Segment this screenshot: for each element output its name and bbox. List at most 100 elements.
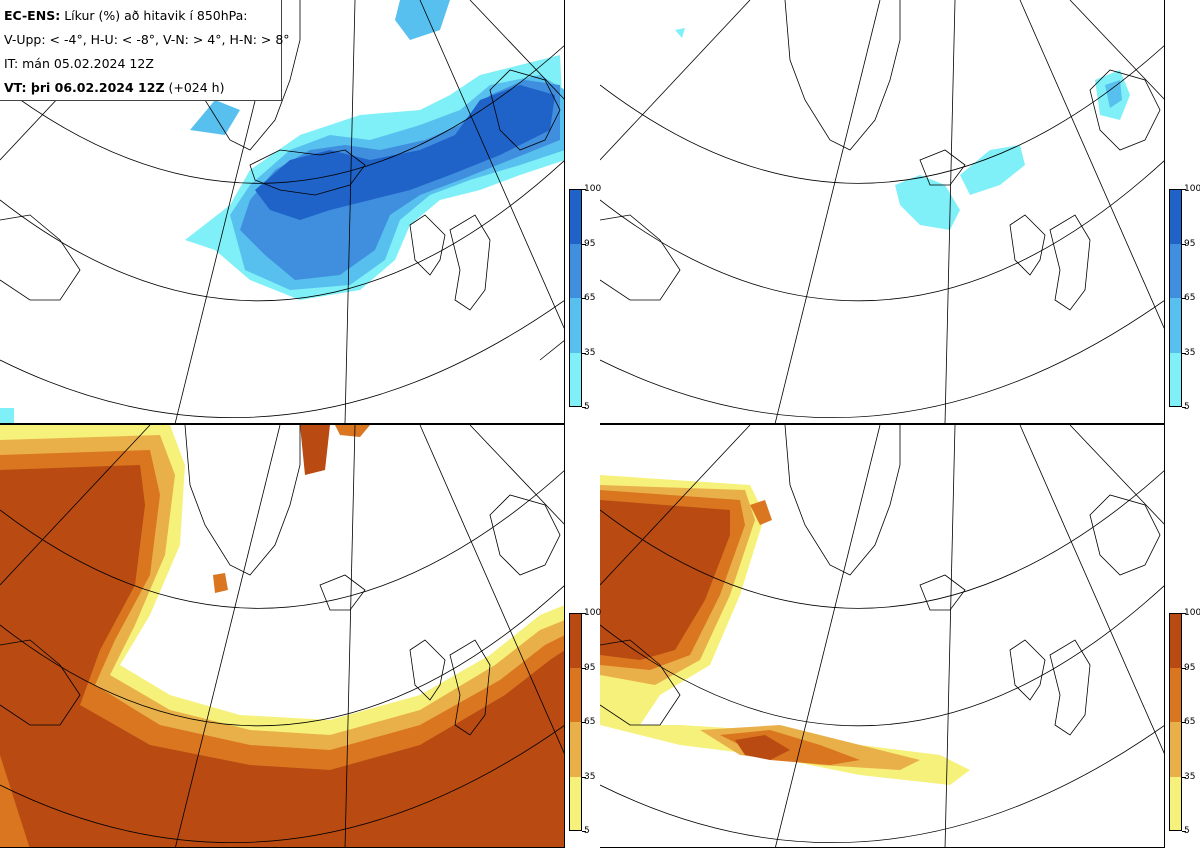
colorbar-label: 5 — [584, 826, 590, 836]
prob-area-mid-ne — [1105, 80, 1122, 108]
colorbar-frame — [1169, 189, 1182, 407]
colorbar-top-right: 100 95 65 35 5 — [1169, 185, 1200, 415]
info-line-init-time: IT: mán 05.02.2024 12Z — [4, 56, 154, 71]
colorbar-bottom-left: 100 95 65 35 5 — [569, 609, 601, 839]
graticule — [600, 425, 1164, 847]
colorbar-label: 35 — [584, 771, 596, 782]
coastline — [600, 425, 1161, 736]
prob-area-light-2 — [960, 145, 1025, 195]
colorbar-segment — [569, 613, 582, 668]
colorbar-tick — [582, 352, 586, 354]
info-title-rest: Líkur (%) að hitavik í 850hPa: — [64, 8, 248, 23]
prob-area-max — [0, 465, 564, 847]
colorbar-tick — [582, 667, 586, 669]
colorbar-tick — [1182, 667, 1186, 669]
colorbar-tick — [1182, 831, 1186, 832]
colorbar-tick — [1182, 613, 1186, 614]
info-line-title: EC-ENS: Líkur (%) að hitavik í 850hPa: — [4, 4, 277, 28]
colorbar-label: 65 — [1184, 293, 1196, 303]
colorbar-segment — [1169, 613, 1182, 668]
colorbar-frame — [569, 189, 582, 407]
prob-area-spot — [750, 500, 772, 525]
colorbar-label: 5 — [1184, 402, 1190, 412]
colorbar-tick — [582, 298, 586, 299]
prob-area-corner — [0, 408, 14, 423]
colorbar-segment — [569, 243, 582, 298]
colorbar-label: 65 — [1184, 717, 1196, 727]
colorbar-segment — [1169, 667, 1182, 722]
colorbar-label: 65 — [584, 717, 596, 727]
colorbar-label: 5 — [584, 402, 590, 412]
colorbar-label: 35 — [584, 347, 596, 358]
colorbar-label: 35 — [1184, 771, 1196, 782]
colorbar-label: 100 — [584, 184, 602, 194]
colorbar-segment — [1169, 298, 1182, 353]
colorbar-segment — [1169, 352, 1182, 407]
colorbar-tick — [582, 613, 586, 614]
colorbar-label: 100 — [1184, 608, 1200, 618]
colorbar-segment — [1169, 189, 1182, 244]
map-panel-bottom-left — [0, 424, 565, 848]
colorbar-segment — [569, 667, 582, 722]
colorbar-tick — [1182, 298, 1186, 299]
forecast-info-box: EC-ENS: Líkur (%) að hitavik í 850hPa: V… — [0, 0, 290, 101]
colorbar-label: 100 — [584, 608, 602, 618]
colorbar-label: 95 — [584, 238, 596, 249]
prob-area-north-2 — [335, 425, 370, 437]
colorbar-label: 95 — [1184, 238, 1196, 249]
colorbar-segment — [569, 189, 582, 244]
colorbar-tick — [582, 831, 586, 832]
colorbar-bottom-right: 100 95 65 35 5 — [1169, 609, 1200, 839]
colorbar-tick — [582, 189, 586, 190]
prob-area-light — [895, 175, 960, 230]
probability-map-warm-8 — [600, 425, 1164, 847]
prob-area-max — [600, 500, 730, 660]
colorbar-segment — [1169, 776, 1182, 831]
colorbar-tick — [1182, 243, 1186, 245]
colorbar-segment — [569, 298, 582, 353]
colorbar-label: 95 — [1184, 662, 1196, 673]
prob-area-small — [675, 28, 685, 38]
colorbar-tick — [1182, 776, 1186, 778]
colorbar-tick — [1182, 407, 1186, 408]
colorbar-segment — [1169, 243, 1182, 298]
colorbar-tick — [582, 407, 586, 408]
map-panel-top-left: EC-ENS: Líkur (%) að hitavik í 850hPa: V… — [0, 0, 565, 424]
colorbar-label: 5 — [1184, 826, 1190, 836]
info-valid-bold: VT: þri 06.02.2024 12Z — [4, 80, 165, 95]
colorbar-label: 100 — [1184, 184, 1200, 194]
probability-map-cold-8 — [600, 0, 1164, 423]
prob-area-spot — [213, 573, 228, 593]
prob-area-nw — [190, 100, 240, 135]
prob-area-light-ne — [395, 0, 450, 40]
colorbar-tick — [1182, 352, 1186, 354]
prob-area-band-max — [735, 735, 790, 760]
colorbar-top-left: 100 95 65 35 5 — [569, 185, 601, 415]
info-valid-rest: (+024 h) — [168, 80, 225, 95]
colorbar-tick — [582, 243, 586, 245]
map-panel-bottom-right — [600, 424, 1165, 848]
colorbar-segment — [569, 352, 582, 407]
colorbar-segment — [1169, 722, 1182, 777]
info-line-thresholds: V-Upp: < -4°, H-U: < -8°, V-N: > 4°, H-N… — [4, 32, 290, 47]
colorbar-tick — [582, 722, 586, 723]
colorbar-frame — [1169, 613, 1182, 831]
colorbar-tick — [582, 776, 586, 778]
map-panel-top-right — [600, 0, 1165, 424]
colorbar-label: 95 — [584, 662, 596, 673]
colorbar-tick — [1182, 722, 1186, 723]
graticule — [0, 425, 564, 847]
colorbar-segment — [569, 776, 582, 831]
probability-map-warm-4 — [0, 425, 564, 847]
colorbar-tick — [1182, 189, 1186, 190]
coastline — [0, 425, 561, 736]
colorbar-label: 65 — [584, 293, 596, 303]
info-line-valid-time: VT: þri 06.02.2024 12Z (+024 h) — [4, 76, 277, 100]
coastline — [600, 0, 1161, 311]
colorbar-segment — [569, 722, 582, 777]
info-title-bold: EC-ENS: — [4, 8, 61, 23]
graticule — [600, 0, 1164, 423]
colorbar-frame — [569, 613, 582, 831]
colorbar-label: 35 — [1184, 347, 1196, 358]
prob-area-max — [255, 85, 555, 220]
